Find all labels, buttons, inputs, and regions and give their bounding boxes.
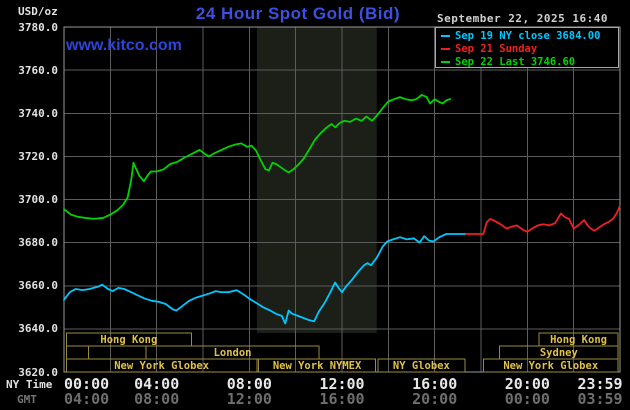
legend-dash-icon — [441, 34, 450, 37]
y-tick-label: 3660.0 — [18, 279, 58, 293]
kitco-watermark: www.kitco.com — [66, 37, 182, 54]
session-box — [482, 358, 619, 373]
x-axis-caption-gmt: GMT — [17, 393, 37, 406]
legend-entry: Sep 19 NY close 3684.00 — [441, 29, 618, 42]
series-line-2 — [63, 94, 452, 220]
y-tick-label: 3620.0 — [18, 365, 58, 379]
y-tick-label: 3700.0 — [18, 193, 58, 206]
x-tick-label-gmt: 04:00 — [64, 390, 110, 408]
y-tick-label: 3740.0 — [18, 106, 58, 120]
series-line-1 — [464, 206, 621, 235]
x-tick-label-gmt: 12:00 — [226, 390, 272, 408]
legend-label: Sep 19 NY close 3684.00 — [455, 29, 601, 42]
x-tick-label-gmt: 00:00 — [504, 390, 550, 408]
x-tick-label-gmt: 16:00 — [319, 390, 365, 408]
session-box — [65, 332, 192, 347]
legend-entry: Sep 22 Last 3746.60 — [441, 55, 618, 68]
session-label: NY Globex — [393, 360, 451, 372]
page-title: 24 Hour Spot Gold (Bid) — [195, 4, 401, 23]
session-box — [377, 358, 466, 373]
x-tick-label-ny: 23:59 — [577, 375, 623, 393]
x-tick-label-gmt: 08:00 — [134, 390, 180, 408]
session-label: Hong Kong — [550, 334, 607, 346]
x-tick-label-ny: 20:00 — [504, 375, 550, 393]
x-tick-label-ny: 08:00 — [226, 375, 272, 393]
legend-dash-icon — [441, 47, 450, 50]
session-box — [65, 345, 89, 360]
session-label: New York Globex — [114, 360, 210, 372]
x-tick-label-ny: 16:00 — [412, 375, 458, 393]
y-tick-label: 3720.0 — [18, 149, 58, 163]
nymex-session-band — [256, 27, 377, 333]
x-axis-caption-ny-time: NY Time — [6, 378, 53, 391]
y-tick-label: 3760.0 — [18, 63, 58, 77]
y-tick-label: 3640.0 — [18, 322, 58, 336]
session-label: Hong Kong — [100, 334, 157, 346]
session-label: New York Globex — [503, 360, 599, 372]
x-tick-label-ny: 12:00 — [319, 375, 365, 393]
legend-dash-icon — [441, 60, 450, 63]
legend-box: Sep 19 NY close 3684.00 Sep 21 Sunday Sep … — [435, 27, 619, 68]
y-tick-label: 3680.0 — [18, 236, 58, 250]
y-tick-label: 3780.0 — [18, 20, 58, 34]
session-label: London — [214, 347, 252, 359]
session-box — [65, 358, 258, 373]
x-tick-label-gmt: 03:59 — [577, 390, 623, 408]
session-box — [258, 358, 377, 373]
legend-entry: Sep 21 Sunday — [441, 42, 618, 55]
session-label: New York NYMEX — [273, 360, 362, 372]
x-tick-label-gmt: 20:00 — [412, 390, 458, 408]
chart-datetime: September 22, 2025 16:40 — [437, 12, 608, 25]
session-label: Sydney — [540, 347, 579, 359]
legend-label: Sep 21 Sunday — [455, 42, 538, 55]
legend-label: Sep 22 Last 3746.60 — [455, 55, 576, 68]
x-tick-label-ny: 04:00 — [134, 375, 180, 393]
x-tick-label-ny: 00:00 — [64, 375, 110, 393]
unit-label: USD/oz — [18, 5, 58, 18]
series-line-0 — [63, 233, 467, 325]
